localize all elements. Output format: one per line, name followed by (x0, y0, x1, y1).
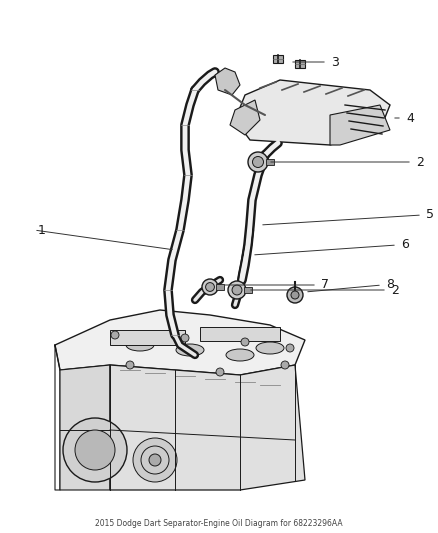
Bar (110, 330, 185, 345)
Text: 2: 2 (391, 284, 399, 296)
Circle shape (181, 334, 189, 342)
Polygon shape (235, 80, 390, 145)
Ellipse shape (176, 344, 204, 356)
Circle shape (133, 438, 177, 482)
Polygon shape (230, 100, 260, 135)
Circle shape (216, 368, 224, 376)
Circle shape (248, 152, 268, 172)
Bar (216, 284, 224, 290)
Circle shape (286, 344, 294, 352)
Polygon shape (215, 68, 240, 95)
Text: 7: 7 (321, 279, 329, 292)
Circle shape (287, 287, 303, 303)
Polygon shape (330, 105, 390, 145)
Bar (244, 287, 252, 293)
Circle shape (228, 281, 246, 299)
Text: 2: 2 (416, 156, 424, 168)
Ellipse shape (226, 349, 254, 361)
Text: 8: 8 (386, 279, 394, 292)
Circle shape (205, 282, 214, 292)
Bar (266, 159, 274, 165)
Circle shape (75, 430, 115, 470)
Polygon shape (60, 365, 110, 490)
Bar (295, 60, 305, 68)
Ellipse shape (126, 339, 154, 351)
Bar (273, 55, 283, 63)
Text: 3: 3 (331, 55, 339, 69)
Circle shape (281, 361, 289, 369)
Text: 6: 6 (401, 238, 409, 252)
Polygon shape (55, 310, 305, 375)
Circle shape (252, 157, 264, 167)
Circle shape (63, 418, 127, 482)
Text: 5: 5 (426, 208, 434, 222)
Text: 1: 1 (38, 223, 46, 237)
Text: 2015 Dodge Dart Separator-Engine Oil Diagram for 68223296AA: 2015 Dodge Dart Separator-Engine Oil Dia… (95, 519, 343, 528)
Circle shape (291, 291, 299, 299)
Circle shape (202, 279, 218, 295)
Circle shape (141, 446, 169, 474)
Circle shape (126, 361, 134, 369)
Circle shape (149, 454, 161, 466)
Ellipse shape (256, 342, 284, 354)
Bar (200, 327, 280, 341)
Polygon shape (110, 365, 305, 490)
Text: 4: 4 (406, 111, 414, 125)
Circle shape (241, 338, 249, 346)
Circle shape (111, 331, 119, 339)
Circle shape (232, 285, 242, 295)
